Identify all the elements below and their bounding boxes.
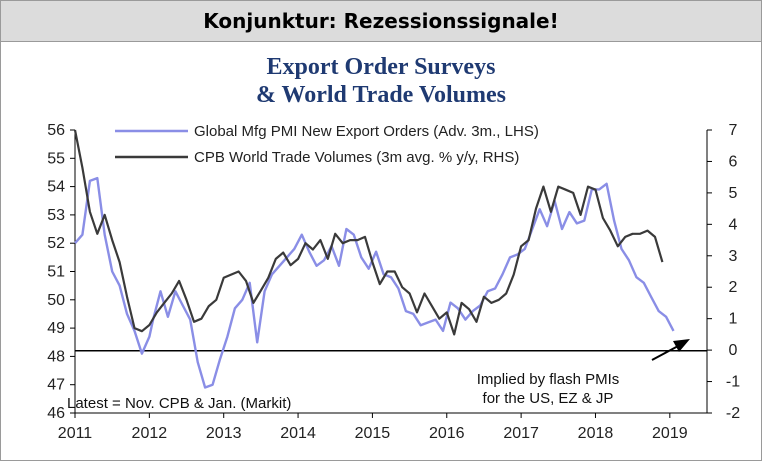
right-tick-label: -1: [726, 374, 740, 391]
legend-label: Global Mfg PMI New Export Orders (Adv. 3…: [194, 123, 539, 140]
left-tick-label: 47: [47, 377, 65, 394]
chart-title-line-1: Export Order Surveys: [267, 54, 496, 80]
right-tick-label: -2: [726, 405, 740, 422]
latest-note: Latest = Nov. CPB & Jan. (Markit): [67, 395, 291, 412]
left-tick-label: 53: [47, 207, 65, 224]
left-tick-label: 48: [47, 348, 65, 365]
right-tick-label: 6: [729, 153, 738, 170]
right-tick-label: 3: [729, 248, 738, 265]
implied-note-line-2: for the US, EZ & JP: [483, 390, 614, 407]
right-tick-label: 0: [729, 342, 738, 359]
left-tick-label: 46: [47, 405, 65, 422]
left-tick-label: 52: [47, 235, 65, 252]
right-tick-label: 7: [729, 122, 738, 139]
x-tick-label: 2018: [578, 425, 614, 442]
x-tick-label: 2014: [280, 425, 316, 442]
implied-arrow-shaft: [651, 344, 681, 361]
x-tick-label: 2011: [58, 425, 93, 442]
series-line-pmi-export-orders: [74, 176, 675, 389]
banner-title: Konjunktur: Rezessionssignale!: [203, 9, 559, 33]
chart-title-line-2: & World Trade Volumes: [256, 82, 506, 108]
left-tick-label: 51: [47, 264, 65, 281]
x-tick-label: 2015: [355, 425, 391, 442]
right-tick-label: 1: [729, 311, 738, 328]
left-tick-label: 54: [47, 179, 65, 196]
x-tick-label: 2012: [132, 425, 168, 442]
x-tick-label: 2013: [206, 425, 242, 442]
right-tick-label: 4: [729, 216, 738, 233]
implied-arrow-head: [673, 339, 690, 352]
left-tick-label: 50: [47, 292, 65, 309]
left-tick-label: 49: [47, 320, 65, 337]
banner: Konjunktur: Rezessionssignale!: [1, 1, 761, 42]
right-tick-label: 5: [729, 185, 738, 202]
right-tick-label: 2: [729, 279, 738, 296]
implied-note-line-1: Implied by flash PMIs: [477, 371, 620, 388]
legend-label: CPB World Trade Volumes (3m avg. % y/y, …: [194, 149, 519, 166]
left-tick-label: 56: [47, 122, 65, 139]
series-line-cpb-world-trade: [73, 129, 664, 336]
x-tick-label: 2016: [429, 425, 465, 442]
x-tick-label: 2017: [503, 425, 539, 442]
x-tick-label: 2019: [652, 425, 688, 442]
left-tick-label: 55: [47, 150, 65, 167]
